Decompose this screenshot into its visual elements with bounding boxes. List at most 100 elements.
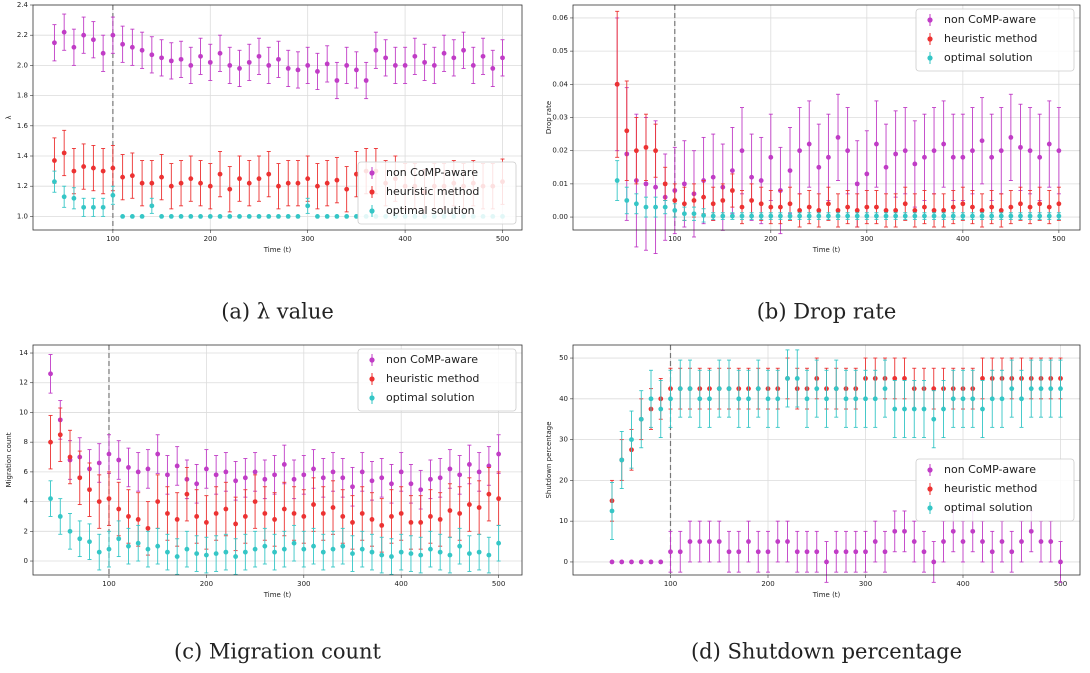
point [998,148,1004,154]
point [106,546,112,552]
subplot: 1.0 1.2 1.4 1.6 1.8 2.0 2.2 2.4 100 200 300 400 500 T… [5,1,523,324]
point [203,466,209,472]
point [71,195,77,201]
point [126,514,131,519]
point [931,416,937,422]
point [90,204,96,210]
point [486,491,492,497]
point [797,208,803,213]
x-tick-label: 400 [395,580,408,588]
point [67,454,73,460]
point [687,539,693,544]
point [227,186,233,192]
point [223,469,229,475]
point [691,198,697,203]
point [457,472,463,478]
point [301,514,307,519]
point [778,213,783,219]
point [207,183,213,189]
point [311,466,316,472]
point [262,511,268,516]
y-axis-label: Migration count [5,432,13,487]
point [120,41,126,47]
x-axis-label: Time (t) [812,591,841,599]
point [874,213,879,219]
legend-swatch [927,36,933,42]
caption: (a) λ value [221,300,334,324]
point [931,559,937,565]
point [320,475,326,481]
y-tick-label: 0.01 [552,180,568,188]
x-tick-label: 100 [106,235,119,243]
point [911,406,917,412]
point [110,32,116,38]
point [785,376,790,381]
point [178,214,184,219]
point [1019,396,1024,402]
point [359,511,365,516]
plot-frame [572,4,1081,231]
x-tick-label: 400 [956,235,969,243]
point [677,386,683,392]
point [1037,213,1043,219]
point [340,514,346,519]
point [418,520,424,525]
y-axis-label: Shutdown percentage [545,421,553,498]
point [1008,135,1014,140]
y-tick-label: 2.2 [17,31,28,39]
point [643,144,649,150]
point [701,194,706,200]
y-tick-label: 12 [19,379,28,387]
legend-box [915,8,1075,72]
point [389,554,394,559]
point [816,213,822,219]
point [726,386,732,392]
point [749,213,755,219]
point [1058,386,1063,392]
point [824,559,829,565]
point [1056,213,1062,219]
point [638,416,644,422]
point [242,549,248,555]
y-tick-label: 6 [24,468,29,476]
point [614,178,620,183]
point [408,481,414,487]
point [912,161,918,167]
point [159,55,164,61]
point [816,208,822,213]
point [159,174,164,180]
point [398,549,404,555]
point [816,164,822,170]
point [980,406,985,412]
point [672,208,678,213]
legend-label: optimal solution [386,204,475,217]
point [295,214,301,219]
y-axis-label: λ [5,115,13,119]
x-tick-label: 400 [956,580,969,588]
point [989,204,995,210]
point [174,517,180,522]
point [826,154,831,160]
point [344,214,350,219]
point [863,549,868,555]
point [824,396,829,402]
point [256,214,262,219]
point [941,406,946,412]
point [71,168,77,174]
point [344,186,350,192]
point [246,214,252,219]
point [677,549,683,555]
point [52,158,57,163]
x-tick-label: 100 [668,235,681,243]
point [194,481,200,487]
point [52,40,57,46]
point [291,511,297,516]
point [315,69,320,74]
point [305,176,311,182]
point [755,386,761,392]
point [872,396,878,402]
point [1028,386,1034,392]
point [814,549,820,555]
y-tick-label: 1.2 [17,182,28,190]
point [120,174,126,180]
